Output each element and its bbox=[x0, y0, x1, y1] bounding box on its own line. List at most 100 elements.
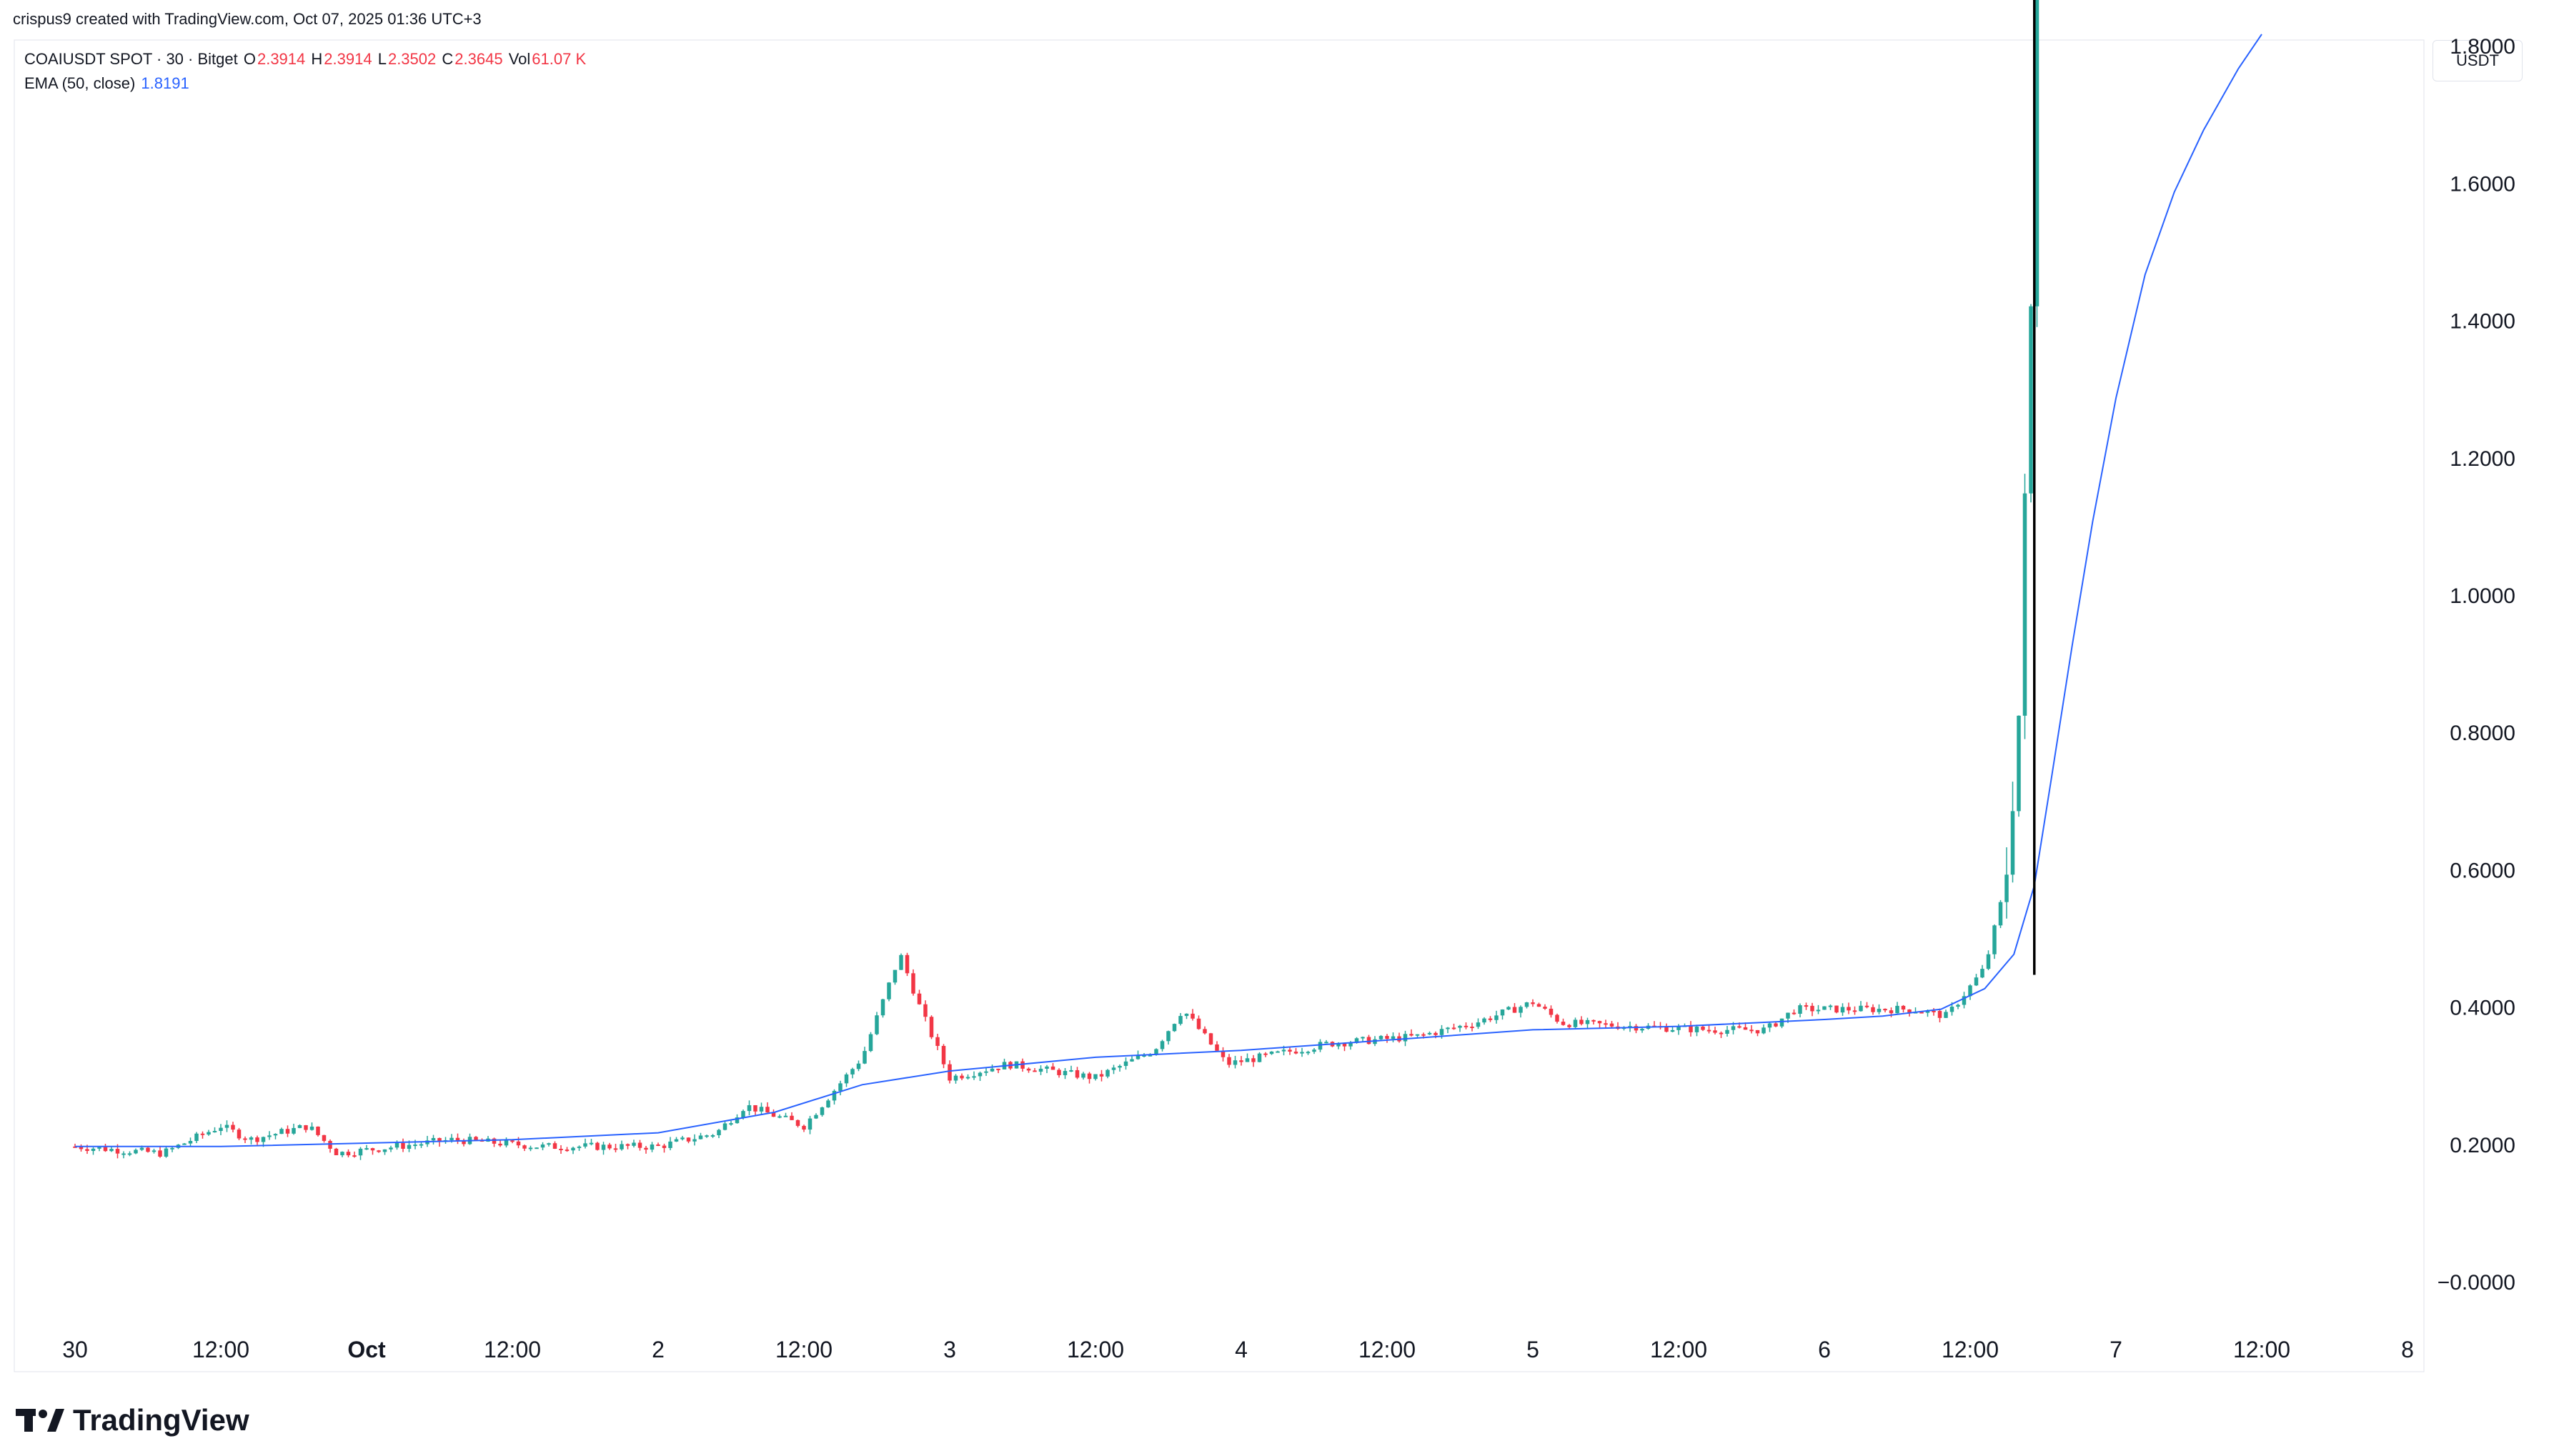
candle[interactable] bbox=[935, 1037, 940, 1046]
candle[interactable] bbox=[437, 1137, 442, 1142]
candle[interactable] bbox=[1306, 1052, 1311, 1054]
candle[interactable] bbox=[589, 1142, 594, 1145]
candle[interactable] bbox=[1099, 1074, 1104, 1077]
candle[interactable] bbox=[516, 1141, 521, 1146]
candle[interactable] bbox=[1257, 1053, 1262, 1062]
candle[interactable] bbox=[1609, 1023, 1614, 1027]
candle[interactable] bbox=[1142, 1055, 1146, 1057]
candle[interactable] bbox=[929, 1017, 934, 1037]
candle[interactable] bbox=[1804, 1005, 1809, 1007]
candle[interactable] bbox=[1883, 1009, 1887, 1011]
candle[interactable] bbox=[887, 982, 891, 999]
candle[interactable] bbox=[1664, 1026, 1669, 1032]
candle[interactable] bbox=[1318, 1042, 1323, 1050]
candle[interactable] bbox=[261, 1137, 266, 1142]
candle[interactable] bbox=[1172, 1024, 1177, 1032]
candle[interactable] bbox=[1907, 1009, 1912, 1013]
candle[interactable] bbox=[255, 1137, 259, 1142]
candle[interactable] bbox=[1433, 1032, 1438, 1035]
candle[interactable] bbox=[158, 1150, 162, 1157]
candle[interactable] bbox=[1531, 1002, 1535, 1004]
candle[interactable] bbox=[868, 1034, 873, 1052]
candle[interactable] bbox=[1361, 1037, 1365, 1039]
candle[interactable] bbox=[1500, 1009, 1505, 1016]
candle[interactable] bbox=[146, 1147, 150, 1152]
candle[interactable] bbox=[1506, 1007, 1511, 1010]
candle[interactable] bbox=[1725, 1029, 1729, 1034]
candle[interactable] bbox=[91, 1148, 96, 1151]
candle[interactable] bbox=[212, 1131, 217, 1133]
candle[interactable] bbox=[535, 1147, 539, 1150]
candle[interactable] bbox=[777, 1116, 782, 1118]
candle[interactable] bbox=[328, 1140, 332, 1149]
candle[interactable] bbox=[462, 1140, 466, 1145]
candle[interactable] bbox=[1251, 1058, 1256, 1062]
candle[interactable] bbox=[1604, 1023, 1608, 1025]
candle[interactable] bbox=[741, 1111, 745, 1118]
candle[interactable] bbox=[1081, 1073, 1085, 1078]
candle[interactable] bbox=[795, 1120, 800, 1126]
candle[interactable] bbox=[1762, 1027, 1766, 1034]
candle[interactable] bbox=[637, 1142, 642, 1148]
candle[interactable] bbox=[814, 1115, 818, 1119]
candle[interactable] bbox=[164, 1148, 169, 1157]
candle[interactable] bbox=[905, 954, 910, 974]
candle[interactable] bbox=[948, 1064, 952, 1081]
candle[interactable] bbox=[899, 954, 903, 970]
candle[interactable] bbox=[1342, 1043, 1347, 1047]
candle[interactable] bbox=[382, 1149, 387, 1152]
candle[interactable] bbox=[346, 1152, 351, 1156]
candle[interactable] bbox=[540, 1145, 545, 1148]
candle[interactable] bbox=[1706, 1029, 1711, 1032]
candle[interactable] bbox=[856, 1063, 861, 1069]
candle[interactable] bbox=[832, 1090, 837, 1101]
candle[interactable] bbox=[1458, 1025, 1462, 1028]
candle[interactable] bbox=[552, 1143, 557, 1149]
candle[interactable] bbox=[1300, 1052, 1304, 1054]
candle[interactable] bbox=[2034, 0, 2039, 306]
candle[interactable] bbox=[547, 1143, 551, 1145]
candle[interactable] bbox=[1166, 1031, 1171, 1042]
candle[interactable] bbox=[1731, 1026, 1736, 1030]
candle[interactable] bbox=[1288, 1049, 1292, 1052]
candle[interactable] bbox=[717, 1130, 721, 1135]
candle[interactable] bbox=[401, 1142, 405, 1149]
candle[interactable] bbox=[522, 1145, 527, 1149]
candle[interactable] bbox=[1160, 1041, 1165, 1049]
candle[interactable] bbox=[1834, 1005, 1839, 1013]
candle[interactable] bbox=[1828, 1005, 1833, 1007]
candle[interactable] bbox=[1694, 1026, 1699, 1032]
candle[interactable] bbox=[1980, 969, 1984, 978]
candle[interactable] bbox=[844, 1074, 849, 1084]
currency-selector[interactable]: USDT bbox=[2433, 40, 2523, 81]
candle[interactable] bbox=[917, 993, 922, 1004]
candle[interactable] bbox=[1816, 1009, 1821, 1012]
candle[interactable] bbox=[923, 1004, 928, 1017]
candle[interactable] bbox=[571, 1147, 575, 1151]
candle[interactable] bbox=[729, 1123, 733, 1125]
candle[interactable] bbox=[1859, 1005, 1863, 1012]
candle[interactable] bbox=[1476, 1022, 1481, 1027]
candle[interactable] bbox=[431, 1137, 436, 1141]
candle[interactable] bbox=[1640, 1028, 1644, 1031]
candle[interactable] bbox=[309, 1126, 314, 1130]
candle[interactable] bbox=[941, 1045, 946, 1064]
candle[interactable] bbox=[1221, 1050, 1226, 1057]
candle[interactable] bbox=[850, 1069, 855, 1074]
candle[interactable] bbox=[316, 1126, 320, 1135]
candle[interactable] bbox=[1701, 1026, 1705, 1030]
candle[interactable] bbox=[1312, 1049, 1316, 1052]
candle[interactable] bbox=[1203, 1029, 1207, 1034]
candle[interactable] bbox=[377, 1150, 381, 1152]
candle[interactable] bbox=[880, 999, 885, 1016]
candle[interactable] bbox=[1148, 1054, 1153, 1057]
candle[interactable] bbox=[1628, 1026, 1632, 1028]
candle[interactable] bbox=[1451, 1027, 1456, 1029]
candle[interactable] bbox=[1366, 1037, 1371, 1044]
candle[interactable] bbox=[103, 1147, 108, 1152]
candle[interactable] bbox=[1154, 1049, 1158, 1055]
candle[interactable] bbox=[134, 1150, 138, 1154]
candle[interactable] bbox=[722, 1123, 727, 1130]
candle[interactable] bbox=[1561, 1022, 1566, 1025]
